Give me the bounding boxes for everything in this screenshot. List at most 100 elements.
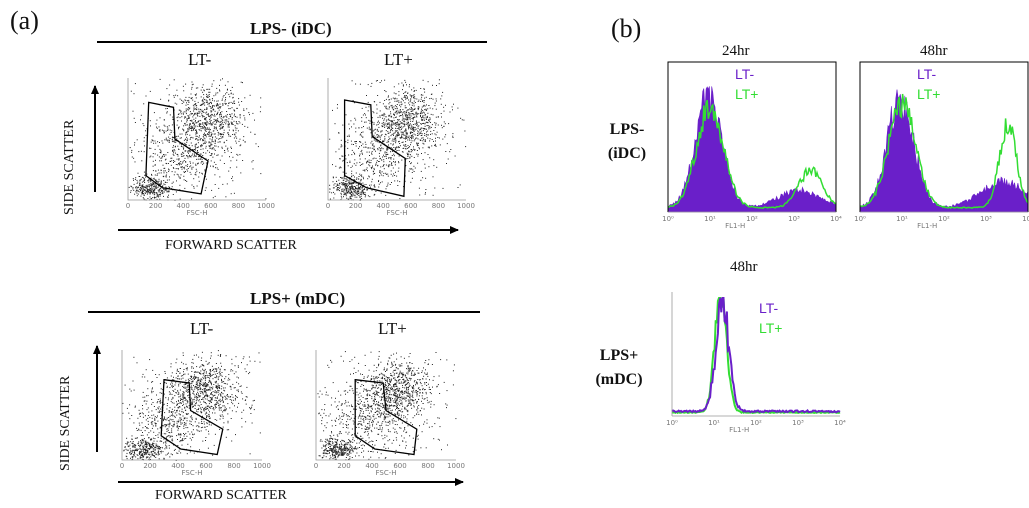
scatter-dot	[202, 99, 204, 101]
scatter-dot	[436, 85, 437, 86]
scatter-dot	[181, 408, 183, 410]
scatter-dot	[140, 440, 141, 442]
scatter-dot	[228, 374, 230, 375]
scatter-dot	[236, 389, 238, 391]
panel-b-label: (b)	[611, 14, 642, 43]
scatter-dot	[371, 189, 373, 191]
scatter-dot	[196, 371, 198, 373]
scatter-dot	[208, 430, 209, 432]
scatter-dot	[153, 456, 155, 458]
scatter-dot	[408, 102, 410, 104]
scatter-dot	[209, 374, 211, 376]
scatter-dot	[190, 162, 191, 164]
scatter-dot	[223, 95, 225, 96]
scatter-dot	[163, 424, 165, 426]
scatter-dot	[364, 113, 366, 115]
scatter-dot	[404, 79, 406, 81]
scatter-dot	[411, 149, 413, 151]
scatter-dot	[424, 114, 426, 116]
scatter-dot	[191, 387, 193, 389]
scatter-dot	[392, 143, 394, 145]
scatter-dot	[164, 159, 166, 161]
scatter-dot	[351, 176, 353, 178]
scatter-dot	[139, 451, 140, 453]
scatter-dot	[356, 185, 358, 186]
scatter-dot	[182, 375, 184, 377]
scatter-dot	[144, 444, 146, 446]
scatter-dot	[126, 441, 128, 443]
scatter-dot	[159, 142, 160, 143]
scatter-dot	[153, 112, 155, 114]
scatter-dot	[370, 85, 372, 87]
scatter-dot	[157, 194, 159, 196]
scatter-dot	[416, 115, 418, 117]
scatter-dot	[196, 146, 198, 148]
scatter-dot	[259, 361, 261, 363]
scatter-dot	[231, 147, 232, 149]
scatter-dot	[213, 105, 215, 107]
scatter-dot	[410, 131, 412, 133]
scatter-dot	[349, 192, 351, 194]
scatter-dot	[250, 407, 252, 409]
scatter-dot	[148, 458, 150, 460]
scatter-dot	[163, 131, 165, 133]
scatter-dot	[413, 97, 415, 99]
scatter-dot	[183, 166, 185, 168]
scatter-dot	[129, 448, 131, 450]
scatter-dot	[409, 156, 411, 158]
scatter-dot	[201, 144, 203, 146]
scatter-dot	[368, 151, 370, 153]
scatter-dot	[380, 174, 382, 176]
scatter-dot	[152, 387, 153, 389]
scatter-dot	[373, 139, 375, 141]
scatter-dot	[408, 127, 410, 129]
scatter-dot	[215, 164, 217, 165]
scatter-dot	[143, 447, 145, 448]
scatter-dot	[424, 140, 426, 142]
scatter-dot	[386, 149, 388, 150]
scatter-dot	[407, 92, 409, 94]
scatter-dot	[151, 188, 153, 190]
scatter-dot	[227, 81, 229, 83]
scatter-dot	[397, 100, 399, 102]
scatter-dot	[208, 380, 210, 382]
scatter-dot	[177, 114, 179, 115]
scatter-dot	[182, 395, 184, 397]
scatter-dot	[402, 147, 404, 149]
scatter-dot	[209, 123, 211, 125]
scatter-dot	[195, 383, 197, 385]
scatter-dot	[125, 443, 127, 444]
scatter-dot	[425, 110, 427, 111]
scatter-dot	[202, 163, 204, 165]
scatter-dot	[232, 102, 233, 104]
scatter-dot	[339, 190, 340, 192]
scatter-dot	[388, 357, 390, 359]
scatter-dot	[387, 165, 389, 167]
scatter-dot	[232, 156, 234, 158]
scatter-dot	[335, 186, 337, 187]
scatter-dot	[401, 159, 403, 161]
scatter-dot	[189, 451, 191, 453]
scatter-dot	[194, 114, 196, 116]
scatter-dot	[136, 179, 138, 181]
scatter-dot	[156, 195, 158, 197]
scatter-dot	[359, 192, 361, 194]
scatter-dot	[182, 151, 184, 153]
scatter-dot	[379, 170, 381, 171]
scatter-dot	[153, 191, 155, 193]
scatter-dot	[134, 142, 136, 144]
scatter-dot	[208, 375, 210, 376]
scatter-dot	[198, 400, 200, 402]
scatter-dot	[163, 416, 165, 418]
scatter-dot	[222, 402, 224, 403]
scatter-dot	[160, 401, 161, 403]
scatter-dot	[163, 172, 165, 174]
scatter-dot	[184, 123, 186, 125]
scatter-dot	[168, 452, 169, 454]
scatter-dot	[224, 408, 226, 410]
scatter-dot	[204, 189, 206, 191]
scatter-dot	[351, 183, 353, 185]
scatter-dot	[201, 357, 203, 359]
scatter-dot	[152, 178, 154, 180]
scatter-dot	[183, 427, 185, 429]
